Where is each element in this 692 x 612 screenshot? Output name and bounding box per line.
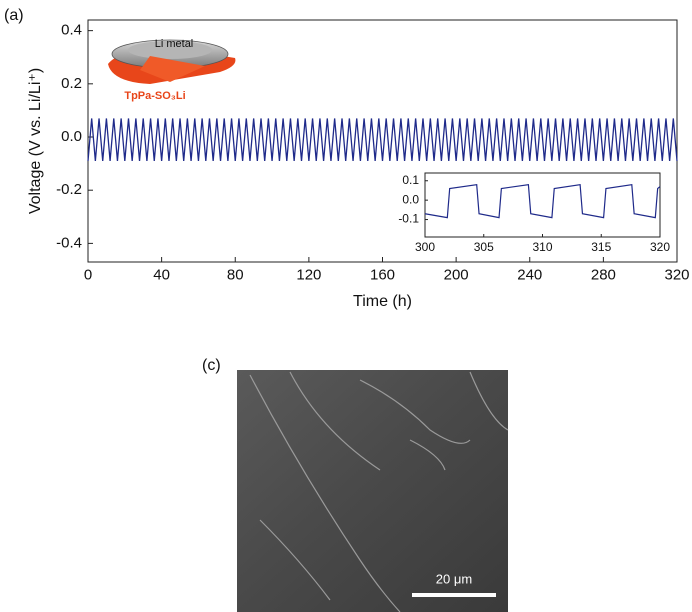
x-tick-label: 80 [227,266,244,283]
illustration-label: Li metal [155,38,194,50]
y-tick-label: 0.1 [402,173,419,187]
y-tick-label: -0.2 [56,181,82,198]
x-axis-label: Time (h) [353,293,412,310]
scale-bar-label: 20 μm [436,571,472,586]
x-tick-label: 40 [153,266,170,283]
sem-texture [249,371,509,612]
x-tick-label: 0 [84,266,92,283]
panel-label: (a) [4,7,24,24]
y-tick-label: 0.4 [61,22,82,39]
y-tick-label: 0.0 [402,192,419,206]
x-tick-label: 280 [591,266,616,283]
voltage-line [424,183,661,219]
scale-bar [412,593,496,597]
x-tick-label: 320 [664,266,689,283]
cell-illustration [108,39,236,84]
y-tick-label: 0.0 [61,128,82,145]
x-tick-label: 300 [415,240,435,254]
sem-image [237,370,508,612]
x-tick-label: 240 [517,266,542,283]
x-tick-label: 200 [444,266,469,283]
y-tick-label: 0.2 [61,75,82,92]
y-tick-label: -0.1 [398,212,419,226]
illustration-label: TpPa-SO₃Li [124,90,185,102]
x-tick-label: 160 [370,266,395,283]
x-tick-label: 320 [650,240,670,254]
y-axis-label: Voltage (V vs. Li/Li⁺) [27,68,44,214]
panel-label: (c) [202,357,221,374]
voltage-line [87,118,678,162]
x-tick-label: 310 [532,240,552,254]
y-tick-label: -0.4 [56,234,82,251]
x-tick-label: 315 [591,240,611,254]
x-tick-label: 120 [296,266,321,283]
plot-frame [424,172,661,238]
x-tick-label: 305 [474,240,494,254]
